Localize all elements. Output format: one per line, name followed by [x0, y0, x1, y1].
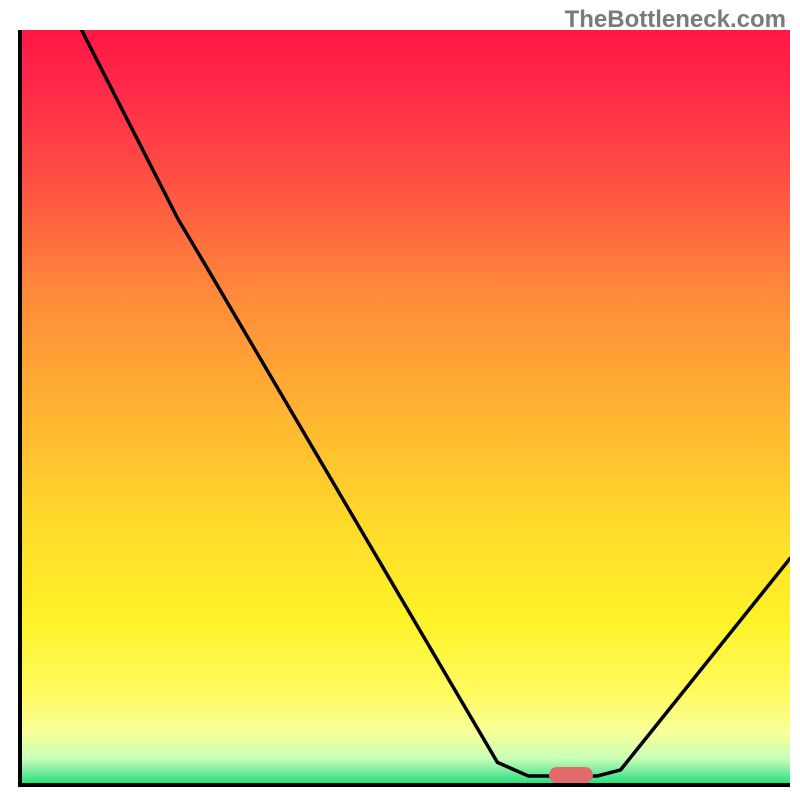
chart-curve	[20, 30, 790, 785]
watermark-text: TheBottleneck.com	[565, 6, 786, 34]
chart-container: TheBottleneck.com	[0, 0, 800, 800]
x-axis-line	[18, 783, 790, 787]
plot-area	[20, 30, 790, 785]
bottleneck-marker	[549, 767, 593, 783]
y-axis-line	[18, 30, 22, 787]
